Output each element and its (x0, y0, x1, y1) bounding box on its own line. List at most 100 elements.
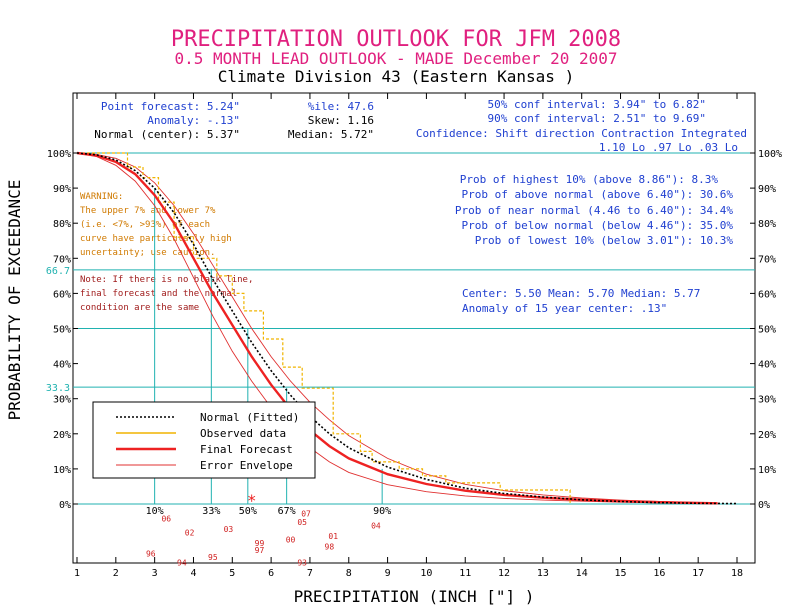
ref-label-33.3: 33.3 (46, 383, 70, 394)
x-tick-label-4: 4 (190, 568, 196, 579)
point-forecast-text: Point forecast: 5.24" (101, 100, 240, 113)
prob-lowest-10: Prob of lowest 10% (below 3.01"): 10.3% (475, 234, 734, 247)
y-tick-label-left-20: 20% (53, 430, 71, 441)
x-tick-label-18: 18 (731, 568, 743, 579)
warning-line-2: The upper 7% and lower 7% (80, 206, 216, 216)
conf50-text: 50% conf interval: 3.94" to 6.82" (487, 98, 706, 111)
quantile-label-50%: 50% (239, 506, 257, 517)
year-label-98: 98 (325, 543, 335, 552)
year-label-01: 01 (328, 532, 338, 541)
year-label-97: 97 (255, 546, 265, 555)
y-tick-label-left-10: 10% (53, 465, 71, 476)
y-axis-title: PROBABILITY OF EXCEEDANCE (5, 180, 24, 421)
quantile-label-90%: 90% (373, 506, 391, 517)
note-line-1: Note: If there is no black line, (80, 275, 253, 285)
conf90-text: 90% conf interval: 2.51" to 9.69" (487, 112, 706, 125)
x-tick-label-10: 10 (420, 568, 432, 579)
year-label-05: 05 (297, 518, 307, 527)
series-observed-data (77, 152, 571, 504)
legend-label-observed: Observed data (200, 427, 286, 440)
x-tick-label-16: 16 (653, 568, 665, 579)
quantile-label-10%: 10% (146, 506, 164, 517)
year-label-07: 07 (301, 509, 311, 518)
y-tick-label-right-50: 50% (758, 325, 776, 336)
year-label-94: 94 (177, 558, 187, 567)
x-tick-label-13: 13 (537, 568, 549, 579)
y-tick-label-right-90: 90% (758, 184, 776, 195)
x-tick-label-8: 8 (346, 568, 352, 579)
quantile-label-33%: 33% (202, 506, 220, 517)
y-tick-label-left-40: 40% (53, 360, 71, 371)
x-tick-label-12: 12 (498, 568, 510, 579)
confidence-values: 1.10 Lo .97 Lo .03 Lo (599, 141, 738, 154)
year-label-02: 02 (185, 529, 195, 538)
x-tick-label-17: 17 (692, 568, 704, 579)
y-tick-label-right-100: 100% (758, 149, 782, 160)
legend-label-forecast: Final Forecast (200, 443, 293, 456)
confidence-header: Confidence: Shift direction Contraction … (416, 127, 747, 140)
y-tick-label-left-80: 80% (53, 219, 71, 230)
year-label-00: 00 (286, 536, 296, 545)
anomaly-text: Anomaly: -.13" (147, 114, 240, 127)
x-tick-label-15: 15 (615, 568, 627, 579)
y-tick-label-right-20: 20% (758, 430, 776, 441)
warning-line-1: WARNING: (80, 192, 123, 202)
prob-above-normal: Prob of above normal (above 6.40"): 30.6… (461, 188, 733, 201)
x-tick-label-11: 11 (459, 568, 471, 579)
quantile-label-67%: 67% (278, 506, 296, 517)
normal-center-text: Normal (center): 5.37" (94, 128, 240, 141)
median-text: Median: 5.72" (288, 128, 374, 141)
warning-line-5: uncertainty; use caution. (80, 248, 215, 258)
y-tick-label-right-10: 10% (758, 465, 776, 476)
y-tick-label-left-90: 90% (53, 184, 71, 195)
legend-label-normal: Normal (Fitted) (200, 411, 299, 424)
skew-text: Skew: 1.16 (308, 114, 374, 127)
y-tick-label-left-50: 50% (53, 325, 71, 336)
y-tick-label-left-30: 30% (53, 395, 71, 406)
note-line-2: final forecast and the normal (80, 289, 237, 299)
page-title: PRECIPITATION OUTLOOK FOR JFM 2008 (171, 27, 621, 52)
x-tick-label-14: 14 (576, 568, 588, 579)
pctile-text: %ile: 47.6 (308, 100, 374, 113)
x-tick-label-7: 7 (307, 568, 313, 579)
point-forecast-marker: * (247, 491, 257, 510)
legend: Normal (Fitted) Observed data Final Fore… (92, 401, 316, 479)
year-label-03: 03 (224, 525, 234, 534)
year-label-99: 99 (255, 539, 265, 548)
prob-near-normal: Prob of near normal (4.46 to 6.40"): 34.… (455, 204, 734, 217)
x-tick-label-1: 1 (74, 568, 80, 579)
year-label-96: 96 (146, 550, 156, 559)
x-tick-label-5: 5 (229, 568, 235, 579)
page-subtitle: 0.5 MONTH LEAD OUTLOOK - MADE December 2… (174, 49, 617, 68)
warning-line-4: curve have particularly high (80, 234, 232, 244)
warning-line-3: (i.e. <7%, >93%) of each (80, 220, 210, 230)
y-tick-label-right-70: 70% (758, 254, 776, 265)
ref-label-66.7: 66.7 (46, 266, 70, 277)
note-line-3: condition are the same (80, 303, 199, 313)
center-stats-line2: Anomaly of 15 year center: .13" (462, 302, 667, 315)
center-stats-line1: Center: 5.50 Mean: 5.70 Median: 5.77 (462, 287, 700, 300)
y-tick-label-left-0: 0% (59, 500, 71, 511)
y-tick-label-right-30: 30% (758, 395, 776, 406)
x-tick-label-2: 2 (113, 568, 119, 579)
y-tick-label-left-60: 60% (53, 289, 71, 300)
y-tick-label-right-80: 80% (758, 219, 776, 230)
year-label-95: 95 (208, 553, 218, 562)
year-label-93: 93 (297, 558, 307, 567)
y-tick-label-right-60: 60% (758, 289, 776, 300)
x-axis-title: PRECIPITATION (INCH ["] ) (294, 587, 535, 606)
x-tick-label-9: 9 (385, 568, 391, 579)
x-tick-label-3: 3 (152, 568, 158, 579)
y-tick-label-left-100: 100% (47, 149, 71, 160)
y-tick-label-right-40: 40% (758, 360, 776, 371)
legend-label-envelope: Error Envelope (200, 459, 293, 472)
year-label-04: 04 (371, 522, 381, 531)
prob-below-normal: Prob of below normal (below 4.46"): 35.0… (461, 219, 733, 232)
y-tick-label-left-70: 70% (53, 254, 71, 265)
year-label-06: 06 (161, 515, 171, 524)
division-title: Climate Division 43 (Eastern Kansas ) (218, 67, 574, 86)
y-tick-label-right-0: 0% (758, 500, 770, 511)
x-tick-label-6: 6 (268, 568, 274, 579)
prob-highest-10: Prob of highest 10% (above 8.86"): 8.3% (460, 173, 719, 186)
